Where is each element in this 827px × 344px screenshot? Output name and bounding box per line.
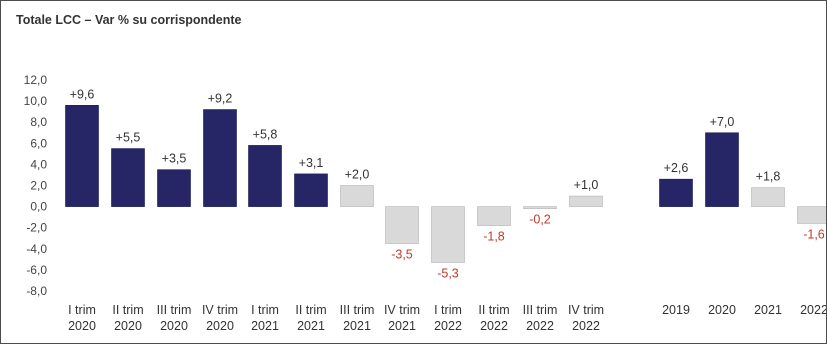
x-tick-label: 2020 — [206, 319, 234, 333]
x-tick-label: IV trim — [568, 303, 604, 317]
chart-title: Totale LCC – Var % su corrispondente — [16, 13, 242, 27]
data-label: +1,0 — [574, 178, 599, 192]
bar — [248, 145, 282, 207]
y-tick-label: -2,0 — [26, 221, 47, 235]
x-tick-label: IV trim — [384, 303, 420, 317]
bar — [157, 169, 191, 207]
data-label: +9,2 — [208, 92, 233, 106]
x-tick-label: II trim — [112, 303, 143, 317]
bar — [385, 206, 419, 244]
x-tick-label: 2022 — [572, 319, 600, 333]
y-tick-label: -8,0 — [26, 284, 47, 298]
bar — [477, 206, 511, 226]
x-tick-label: 2019 — [662, 303, 690, 317]
x-tick-label: I trim — [68, 303, 96, 317]
x-tick-label: 2020 — [114, 319, 142, 333]
bar — [751, 187, 785, 207]
y-tick-label: 10,0 — [24, 94, 48, 108]
y-tick-label: 6,0 — [30, 136, 47, 150]
data-label: -1,8 — [483, 230, 505, 244]
x-tick-label: I trim — [434, 303, 462, 317]
bar — [705, 132, 739, 207]
data-label: +2,6 — [664, 161, 689, 175]
x-tick-label: I trim — [251, 303, 279, 317]
bar — [65, 105, 99, 207]
data-label: +9,6 — [70, 87, 95, 101]
data-label: +1,8 — [756, 170, 781, 184]
x-tick-label: IV trim — [202, 303, 238, 317]
x-tick-label: 2022 — [526, 319, 554, 333]
y-tick-label: 2,0 — [30, 179, 47, 193]
x-tick-label: 2022 — [800, 303, 826, 317]
bar — [523, 206, 557, 210]
bar — [294, 173, 328, 207]
y-tick-label: 12,0 — [24, 73, 48, 87]
bar — [340, 185, 374, 207]
data-label: +2,0 — [345, 168, 370, 182]
data-label: +3,1 — [299, 156, 324, 170]
x-tick-label: 2020 — [160, 319, 188, 333]
data-label: -5,3 — [437, 267, 459, 281]
x-tick-label: II trim — [295, 303, 326, 317]
x-tick-label: 2020 — [68, 319, 96, 333]
x-tick-label: III trim — [340, 303, 375, 317]
data-label: -3,5 — [391, 248, 413, 262]
bar — [797, 206, 826, 224]
x-tick-label: III trim — [157, 303, 192, 317]
data-label: +7,0 — [710, 115, 735, 129]
x-tick-label: 2022 — [434, 319, 462, 333]
y-tick-label: 0,0 — [30, 200, 47, 214]
x-tick-label: 2022 — [480, 319, 508, 333]
y-tick-label: -4,0 — [26, 242, 47, 256]
x-tick-label: 2020 — [708, 303, 736, 317]
data-label: +5,5 — [116, 131, 141, 145]
x-tick-label: 2021 — [251, 319, 279, 333]
y-tick-label: -6,0 — [26, 263, 47, 277]
x-tick-label: II trim — [478, 303, 509, 317]
bar — [203, 109, 237, 207]
data-label: +3,5 — [162, 152, 187, 166]
x-tick-label: 2021 — [754, 303, 782, 317]
data-label: +5,8 — [253, 127, 278, 141]
bar — [431, 206, 465, 263]
data-label: -1,6 — [803, 227, 825, 241]
bar — [111, 148, 145, 207]
bar — [569, 195, 603, 207]
y-tick-label: 4,0 — [30, 157, 47, 171]
x-tick-label: 2021 — [297, 319, 325, 333]
data-label: -0,2 — [529, 213, 551, 227]
x-tick-label: 2021 — [343, 319, 371, 333]
x-tick-label: 2021 — [388, 319, 416, 333]
bar — [659, 178, 693, 207]
y-tick-label: 8,0 — [30, 115, 47, 129]
x-tick-label: III trim — [523, 303, 558, 317]
